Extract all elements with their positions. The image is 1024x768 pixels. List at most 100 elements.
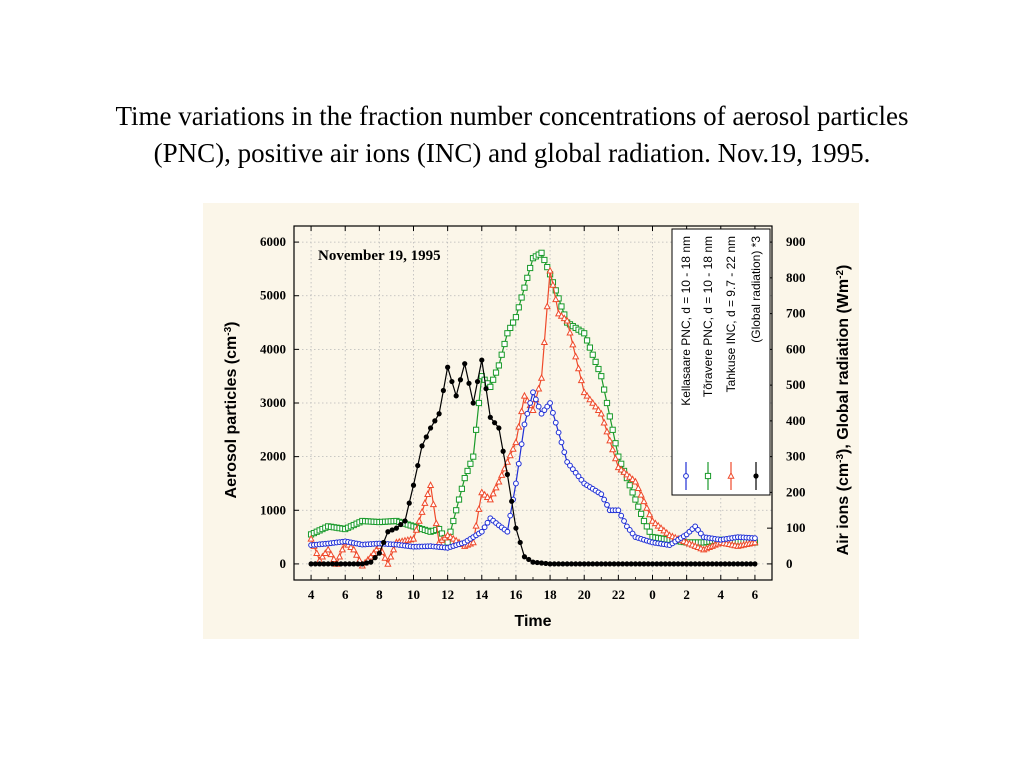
data-point-kellasaare [598,491,605,498]
data-point-radiation [658,561,664,567]
y-left-tick-label: 5000 [260,288,286,303]
data-point-kellasaare [484,519,491,526]
data-point-kellasaare [504,528,511,535]
data-point-radiation [594,561,600,567]
data-point-toravere [640,517,648,525]
data-point-kellasaare [558,439,565,446]
series-radiation [308,357,758,567]
data-point-radiation [679,561,685,567]
data-point-tahkuse [347,543,355,551]
data-point-radiation [739,561,745,567]
data-point-tahkuse [577,376,585,384]
data-point-radiation [329,561,336,567]
data-point-toravere [538,249,545,256]
x-tick-label: 16 [509,587,523,602]
data-point-tahkuse [651,519,659,527]
y-right-tick-label: 0 [786,556,793,571]
data-point-radiation [496,425,502,431]
data-point-tahkuse [372,545,381,553]
legend: Kellasaare PNC, d = 10 - 18 nm Tõravere P… [671,228,771,496]
data-point-toravere [504,330,511,337]
data-point-toravere [455,496,463,503]
data-point-tahkuse [566,328,574,336]
data-point-radiation [641,561,647,567]
legend-marker-kellasaare [683,473,689,479]
x-tick-label: 10 [407,587,420,602]
data-point-tahkuse [506,451,514,459]
y-right-tick-label: 600 [786,341,806,356]
y-left-tick-label: 2000 [260,449,286,464]
data-point-tahkuse [549,280,557,288]
data-point-toravere [498,351,505,358]
data-point-radiation [645,561,651,567]
data-point-radiation [534,559,540,566]
data-point-radiation [449,378,455,385]
data-point-radiation [389,527,395,533]
data-point-tahkuse [381,553,389,561]
y-left-tick-label: 6000 [260,234,286,249]
data-point-toravere [495,362,502,369]
y-left-tick-label: 1000 [260,502,286,517]
y-right-tick-label: 300 [786,449,806,464]
data-point-radiation [466,380,472,386]
data-point-radiation [611,561,617,567]
data-point-radiation [423,434,429,440]
data-point-tahkuse [313,549,321,556]
data-point-toravere [629,489,636,496]
data-point-radiation [351,561,357,567]
data-point-toravere [606,413,613,420]
data-point-radiation [415,462,421,469]
data-point-radiation [474,378,481,385]
data-point-toravere [512,314,520,321]
data-point-radiation [654,561,660,567]
data-point-toravere [601,386,608,393]
data-point-radiation [701,561,707,567]
data-point-tahkuse [307,534,315,542]
y-left-tick-label: 0 [280,556,287,571]
legend-label-tahkuse: Tahkuse INC, d = 9.7 - 22 nm [724,236,738,392]
data-point-toravere [612,440,619,447]
data-point-tahkuse [520,391,529,399]
data-point-radiation [730,561,737,567]
data-point-tahkuse [594,406,603,413]
y-axis-label-left: Aerosol particles (cm-3) [223,322,241,499]
data-point-kellasaare [532,396,539,403]
data-point-radiation [355,561,361,567]
data-point-tahkuse [554,309,563,317]
y-right-tick-label: 700 [786,306,806,321]
data-point-tahkuse [412,525,420,533]
slide-title-line-1: Time variations in the fraction number c… [115,101,909,131]
data-point-tahkuse [552,295,560,303]
data-point-radiation [491,420,498,426]
data-point-radiation [376,550,382,556]
data-point-kellasaare [515,460,522,467]
data-point-radiation [321,561,327,567]
data-point-tahkuse [327,550,335,558]
data-point-radiation [713,561,720,567]
data-point-radiation [632,561,639,567]
y-right-tick-label: 900 [786,234,806,249]
data-point-tahkuse [543,302,551,310]
legend-marker-radiation [753,473,759,479]
legend-label-radiation: (Global radiation) *3 [749,236,763,343]
data-point-kellasaare [478,528,485,535]
data-point-tahkuse [617,465,625,473]
data-point-toravere [518,294,525,301]
data-point-tahkuse [389,545,398,553]
data-point-toravere [515,304,522,311]
data-point-radiation [709,561,715,567]
data-point-toravere [527,264,534,272]
data-point-tahkuse [418,507,426,515]
data-point-radiation [479,357,485,363]
data-point-radiation [432,418,438,424]
data-point-tahkuse [654,521,662,529]
data-point-radiation [521,554,528,560]
data-point-tahkuse [626,472,634,480]
data-point-radiation [752,561,758,567]
data-point-kellasaare [530,389,536,396]
data-point-tahkuse [367,552,375,560]
data-point-tahkuse [631,477,640,485]
data-point-radiation [560,561,566,567]
data-point-toravere [586,344,594,351]
data-point-radiation [462,361,468,367]
